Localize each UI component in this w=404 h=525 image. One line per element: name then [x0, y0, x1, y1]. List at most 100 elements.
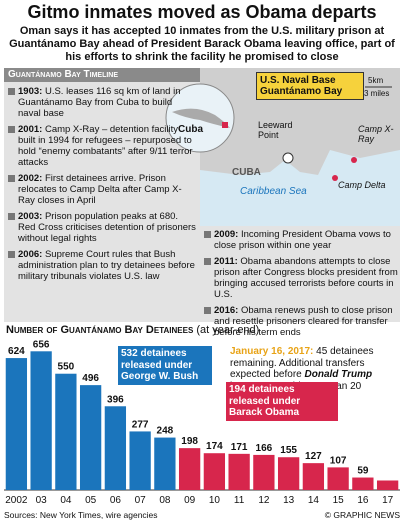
- map-label: Caribbean Sea: [240, 186, 307, 197]
- timeline-entry: 2001: Camp X-Ray – detention facility bu…: [8, 124, 196, 168]
- timeline-text: U.S. leases 116 sq km of land in Guantán…: [18, 86, 181, 119]
- bar: [154, 437, 176, 490]
- timeline-year: 2003:: [18, 211, 43, 222]
- inset-marker: [222, 122, 228, 128]
- timeline-year: 1903:: [18, 86, 43, 97]
- timeline-entry: 2002: First detainees arrive. Prison rel…: [8, 173, 196, 206]
- bar: [277, 457, 300, 490]
- x-tick-label: 08: [159, 495, 171, 506]
- bullet: [8, 88, 15, 95]
- x-tick-label: 2002: [5, 495, 28, 506]
- chart-subtitle: (at year-end): [196, 324, 260, 336]
- bar: [30, 351, 52, 490]
- camp-delta-dot: [332, 175, 338, 181]
- x-tick-label: 04: [60, 495, 72, 506]
- data-label: 248: [157, 426, 174, 437]
- annotation: 532 detainees released under George W. B…: [118, 346, 212, 385]
- chart-title: Number of Guantánamo Bay Detainees (at y…: [6, 324, 259, 336]
- data-label: 396: [107, 394, 124, 405]
- timeline-year: 2016:: [214, 305, 239, 316]
- timeline-entry: 2011: Obama abandons attempts to close p…: [204, 256, 398, 300]
- chart-title: Number of Guantánamo Bay Detainees: [6, 324, 194, 336]
- bar: [5, 358, 28, 490]
- timeline-text: Prison population peaks at 680. Red Cros…: [18, 211, 196, 244]
- bar: [327, 467, 349, 490]
- source: Sources: New York Times, wire agencies: [4, 510, 158, 520]
- timeline-text: First detainees arrive. Prison relocates…: [18, 173, 182, 206]
- annotation-name: Donald Trump: [304, 369, 373, 380]
- timeline-panel-right: [200, 226, 400, 322]
- map-label: 3 miles: [364, 89, 390, 98]
- bar: [55, 373, 77, 490]
- data-label: 59: [357, 466, 369, 477]
- bullet: [8, 175, 15, 182]
- timeline-left: 1903: U.S. leases 116 sq km of land in G…: [8, 86, 196, 287]
- x-tick-label: 06: [110, 495, 122, 506]
- bullet: [8, 126, 15, 133]
- x-tick-label: 12: [258, 495, 270, 506]
- timeline-text: Incoming President Obama vows to close p…: [214, 229, 391, 251]
- timeline-year: 2001:: [18, 124, 43, 135]
- x-tick-label: 07: [135, 495, 147, 506]
- data-label: 277: [132, 419, 149, 430]
- timeline-entry: 2003: Prison population peaks at 680. Re…: [8, 211, 196, 244]
- bar: [302, 463, 325, 490]
- title: Gitmo inmates moved as Obama departs: [27, 2, 377, 22]
- timeline-year: 2002:: [18, 173, 43, 184]
- bar: [104, 406, 127, 490]
- x-tick-label: 10: [209, 495, 221, 506]
- annotation-date: January 16, 2017:: [230, 346, 314, 357]
- data-label: 171: [231, 442, 248, 453]
- timeline-text: Supreme Court rules that Bush administra…: [18, 249, 195, 282]
- data-label: 155: [280, 445, 297, 456]
- timeline-entry: 2016: Obama renews push to close prison …: [204, 305, 398, 338]
- timeline-right: 2009: Incoming President Obama vows to c…: [204, 229, 398, 343]
- timeline-text: Obama abandons attempts to close prison …: [214, 256, 398, 300]
- bullet: [204, 231, 211, 238]
- x-tick-label: 15: [333, 495, 345, 506]
- timeline-entry: 2009: Incoming President Obama vows to c…: [204, 229, 398, 251]
- bullet: [204, 307, 211, 314]
- timeline-text: Obama renews push to close prison and re…: [214, 305, 393, 338]
- x-tick-label: 16: [357, 495, 369, 506]
- airport: [282, 152, 294, 164]
- subtitle: Oman says it has accepted 10 inmates fro…: [9, 25, 395, 63]
- data-label: 198: [181, 436, 198, 447]
- bar: [129, 431, 151, 490]
- timeline-year: 2011:: [214, 256, 238, 267]
- map-label: Leeward Point: [258, 120, 293, 140]
- map-label: CUBA: [232, 167, 261, 178]
- data-label: 107: [330, 455, 347, 466]
- bar: [253, 454, 275, 490]
- map-label: 5km: [368, 76, 384, 85]
- bar: [376, 480, 399, 490]
- timeline-header: [4, 68, 200, 82]
- x-tick-label: 05: [85, 495, 97, 506]
- bar: [352, 477, 374, 490]
- map-label: U.S. Naval Base Guantánamo Bay: [256, 72, 364, 100]
- x-tick-label: 17: [382, 495, 394, 506]
- annotation-text: 45 detainees remaining. Additional trans…: [230, 346, 374, 380]
- map-label: Camp X-Ray: [358, 124, 394, 144]
- x-tick-label: 14: [308, 495, 320, 506]
- data-label: 174: [206, 441, 223, 452]
- bullet: [8, 213, 15, 220]
- data-label: 550: [58, 362, 75, 373]
- bullet: [204, 258, 211, 265]
- data-label: 656: [33, 339, 50, 350]
- x-tick-label: 11: [234, 495, 245, 506]
- timeline-year: 2006:: [18, 249, 43, 260]
- x-tick-label: 09: [184, 495, 196, 506]
- data-label: 496: [82, 373, 99, 384]
- map-label: Camp Delta: [338, 180, 386, 190]
- bar: [79, 385, 102, 490]
- bar: [178, 448, 201, 490]
- bullet: [8, 251, 15, 258]
- data-label: 127: [305, 451, 322, 462]
- inset-cuba: [172, 108, 230, 128]
- bar: [203, 453, 226, 490]
- timeline-entry: 2006: Supreme Court rules that Bush admi…: [8, 249, 196, 282]
- annotation: 194 detainees released under Barack Obam…: [226, 382, 338, 421]
- map-label: Cuba: [178, 124, 203, 135]
